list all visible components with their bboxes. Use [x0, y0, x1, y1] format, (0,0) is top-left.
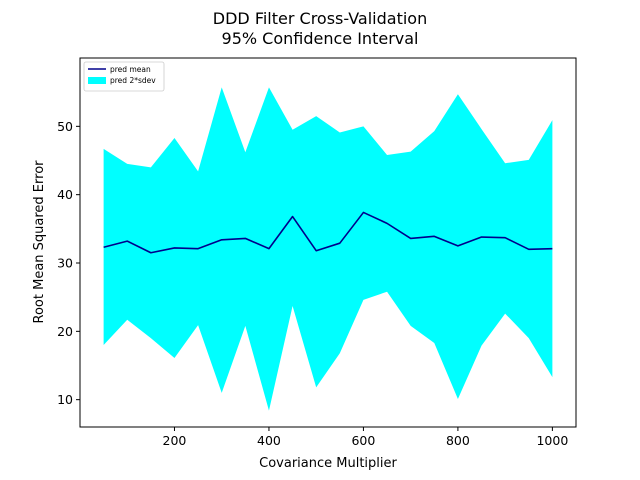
y-tick-label: 20	[57, 324, 73, 339]
y-tick-label: 50	[57, 119, 73, 134]
y-tick-label: 30	[57, 256, 73, 271]
confidence-band	[103, 87, 553, 411]
x-tick-label: 800	[446, 433, 470, 448]
x-tick-label: 200	[163, 433, 187, 448]
mean-line	[103, 211, 553, 254]
y-axis: 10 20 30 40 50	[57, 119, 80, 407]
y-axis-label: Root Mean Squared Error	[32, 160, 47, 324]
x-axis: 200 400 600 800 1000	[163, 427, 568, 448]
x-tick-label: 600	[351, 433, 375, 448]
x-axis-label: Covariance Multiplier	[259, 456, 397, 471]
chart-title-line-2: 95% Confidence Interval	[222, 29, 419, 48]
x-tick-label: 1000	[536, 433, 568, 448]
plot-frame	[79, 57, 577, 428]
plot-area	[103, 87, 553, 411]
legend-band-label: pred 2*sdev	[110, 76, 156, 85]
legend: pred mean pred 2*sdev	[83, 61, 165, 92]
x-tick-label: 400	[257, 433, 281, 448]
y-tick-label: 10	[57, 392, 73, 407]
legend-band-swatch	[88, 77, 106, 84]
y-tick-label: 40	[57, 187, 73, 202]
legend-mean-label: pred mean	[110, 65, 151, 74]
chart-title-line-1: DDD Filter Cross-Validation	[213, 9, 427, 28]
